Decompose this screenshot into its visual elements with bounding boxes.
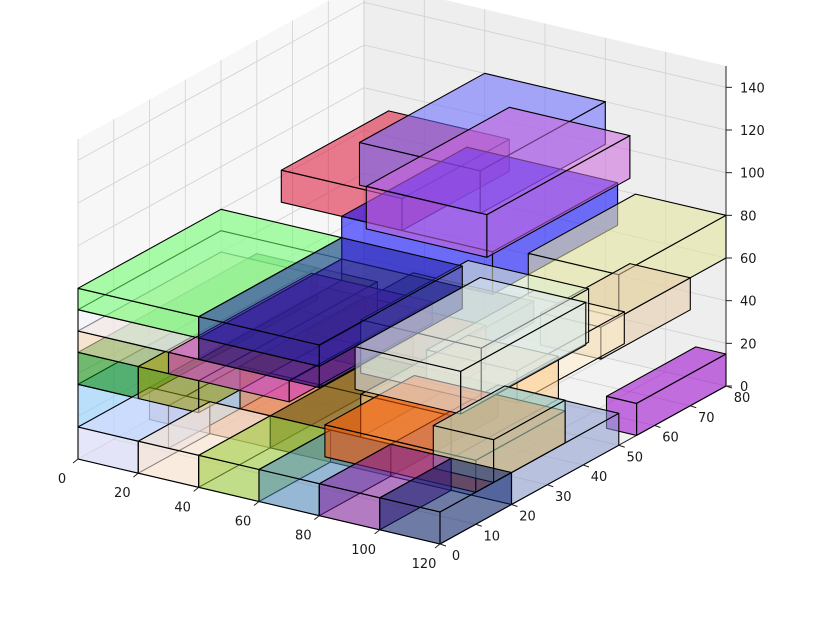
y-tick-mark <box>511 504 518 507</box>
y-tick-label: 0 <box>452 549 460 564</box>
data-box <box>379 457 513 545</box>
box-face-top <box>605 346 727 404</box>
x-tick-label: 120 <box>412 557 437 572</box>
box-face-top <box>379 457 513 513</box>
z-tick-label: 80 <box>740 209 757 224</box>
z-tick-label: 60 <box>740 252 757 267</box>
x-tick-label: 0 <box>58 472 66 487</box>
x-tick-label: 80 <box>295 529 312 544</box>
y-tick-mark <box>547 484 554 488</box>
y-tick-mark <box>618 444 625 448</box>
y-tick-label: 30 <box>555 490 572 505</box>
z-tick-label: 120 <box>740 124 765 139</box>
z-tick-label: 0 <box>740 380 748 395</box>
y-tick-label: 60 <box>662 431 679 446</box>
y-tick-label: 40 <box>591 470 608 485</box>
y-tick-label: 70 <box>698 411 715 426</box>
x-tick-mark <box>434 543 441 549</box>
data-box <box>365 106 631 258</box>
y-tick-label: 10 <box>483 529 500 544</box>
box-face-top <box>432 385 566 441</box>
z-tick-label: 20 <box>740 337 757 352</box>
box-face-top <box>354 276 587 372</box>
x-tick-mark <box>374 529 380 535</box>
data-box <box>605 346 727 436</box>
y-tick-label: 20 <box>519 510 536 525</box>
x-axis-ticks: 0 20 40 60 80 100 120 <box>58 458 441 572</box>
y-axis-ticks: 0 10 20 30 40 50 60 70 80 <box>439 385 751 564</box>
data-boxes <box>77 72 727 545</box>
z-tick-label: 100 <box>740 167 765 182</box>
y-tick-mark <box>475 523 482 527</box>
box-face-top <box>365 106 631 216</box>
data-box <box>354 276 587 415</box>
x-tick-mark <box>133 472 139 478</box>
y-tick-label: 80 <box>734 391 751 406</box>
y-tick-mark <box>690 405 697 409</box>
y-tick-label: 50 <box>626 450 643 465</box>
data-box <box>198 237 463 367</box>
x-tick-label: 100 <box>351 543 376 558</box>
z-axis-ticks: 0 20 40 60 80 100 120 140 <box>726 81 765 395</box>
x-tick-label: 20 <box>114 486 131 501</box>
x-tick-mark <box>193 486 199 492</box>
x-tick-label: 40 <box>174 500 191 515</box>
x-tick-label: 60 <box>235 515 252 530</box>
x-tick-mark <box>253 501 260 506</box>
z-tick-label: 140 <box>740 81 765 96</box>
y-tick-mark <box>654 425 661 428</box>
grid-line-z <box>77 1 727 161</box>
y-tick-mark <box>582 464 590 468</box>
x-tick-mark <box>72 458 79 464</box>
z-tick-label: 40 <box>740 295 757 310</box>
y-tick-mark <box>439 543 447 547</box>
box-face-top <box>198 237 463 346</box>
x-tick-mark <box>314 515 320 521</box>
